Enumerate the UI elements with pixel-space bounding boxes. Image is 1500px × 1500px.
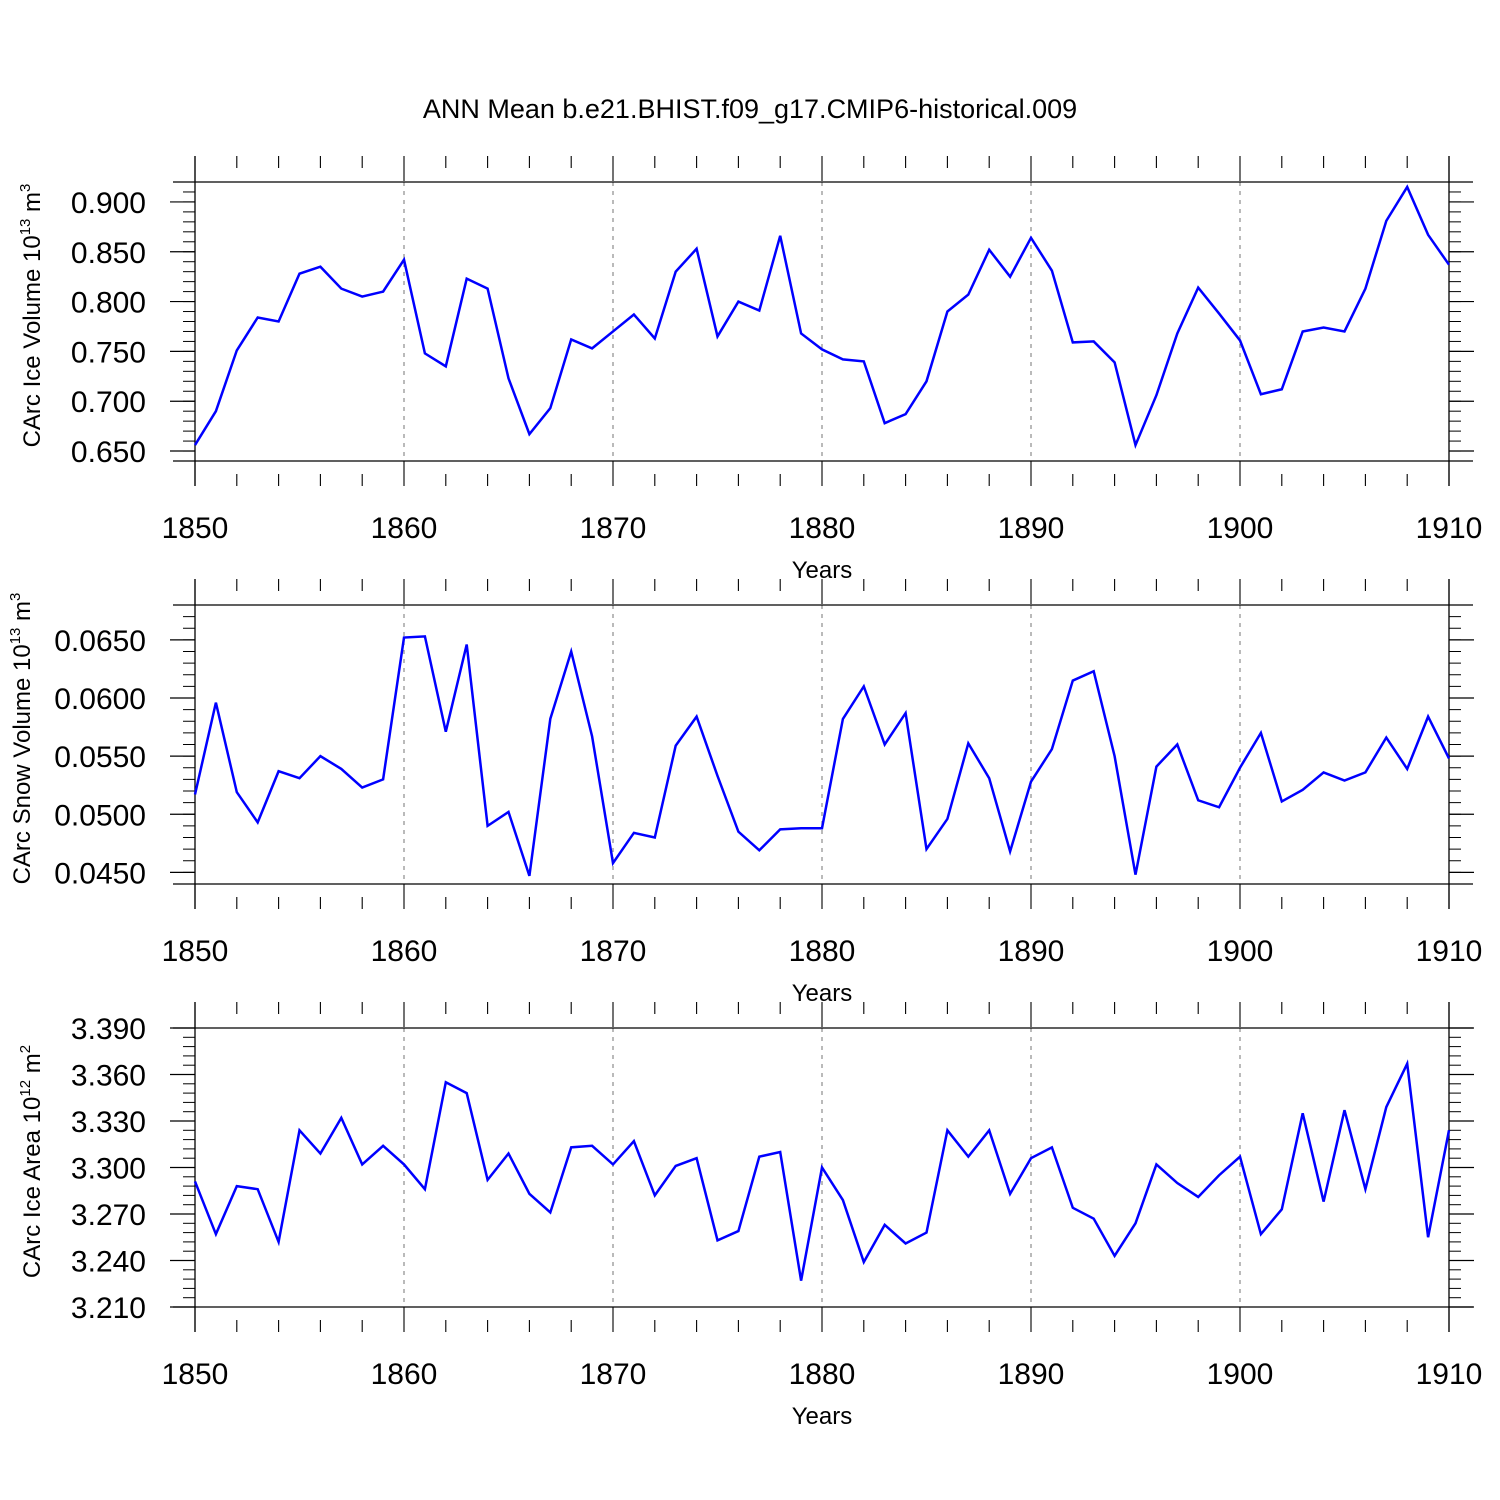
y-axis-title-superscript: 3	[7, 593, 24, 601]
y-tick-label: 0.0450	[54, 857, 146, 890]
y-tick-label: 0.800	[71, 287, 146, 320]
x-tick-label: 1850	[162, 935, 229, 968]
y-tick-label: 0.0650	[54, 625, 146, 658]
y-tick-label: 3.210	[71, 1292, 146, 1325]
chart-panel-3: 3.210 3.240 3.270 3.300 3.330 3.360 3.390 1850 1…	[17, 1002, 1482, 1430]
x-tick-label: 1910	[1416, 935, 1483, 968]
chart-panel-2: 0.0450 0.0500 0.0550 0.0600 0.0650 1850 1860 18…	[7, 579, 1482, 1007]
series-line	[193, 184, 1451, 449]
y-axis-title-part: CArc Snow Volume 10	[9, 644, 36, 884]
y-axis-title-part: m	[19, 192, 46, 219]
y-axis-title-superscript: 13	[17, 219, 34, 236]
y-tick-label: 3.330	[71, 1106, 146, 1139]
y-axis-title-part: CArc Ice Volume 10	[19, 235, 46, 447]
x-axis-title: Years	[792, 1403, 853, 1430]
x-tick-label: 1900	[1207, 935, 1274, 968]
x-tick-label: 1870	[580, 1358, 647, 1391]
y-tick-label: 0.750	[71, 336, 146, 369]
y-axis-title-superscript: 2	[17, 1045, 34, 1053]
y-tick-label: 3.240	[71, 1246, 146, 1279]
y-tick-label: 3.360	[71, 1060, 146, 1093]
x-tick-label: 1880	[789, 1358, 856, 1391]
y-tick-label: 0.0500	[54, 799, 146, 832]
y-axis-title: CArc Snow Volume 1013 m3	[7, 593, 36, 885]
x-tick-label: 1860	[371, 1358, 438, 1391]
chart-panel-1: 0.650 0.700 0.750 0.800 0.850 0.900 1850 1860 18…	[17, 156, 1482, 584]
y-axis-title-part: CArc Ice Area 10	[19, 1097, 46, 1278]
x-tick-label: 1880	[789, 935, 856, 968]
x-tick-label: 1860	[371, 512, 438, 545]
x-tick-label: 1890	[998, 512, 1065, 545]
x-tick-label: 1870	[580, 935, 647, 968]
x-tick-label: 1850	[162, 512, 229, 545]
y-tick-label: 0.700	[71, 386, 146, 419]
x-tick-label: 1900	[1207, 1358, 1274, 1391]
y-tick-label: 0.650	[71, 436, 146, 469]
y-tick-label: 0.900	[71, 187, 146, 220]
y-tick-label: 0.0550	[54, 741, 146, 774]
chart-title: ANN Mean b.e21.BHIST.f09_g17.CMIP6-histo…	[423, 94, 1077, 124]
y-tick-label: 0.0600	[54, 683, 146, 716]
y-axis-title-superscript: 3	[17, 184, 34, 192]
x-tick-label: 1870	[580, 512, 647, 545]
y-tick-label: 3.300	[71, 1153, 146, 1186]
x-tick-label: 1860	[371, 935, 438, 968]
y-axis-title-superscript: 12	[17, 1080, 34, 1097]
x-tick-label: 1900	[1207, 512, 1274, 545]
x-tick-label: 1890	[998, 1358, 1065, 1391]
x-tick-label: 1890	[998, 935, 1065, 968]
y-tick-label: 3.270	[71, 1199, 146, 1232]
y-axis-title-part: m	[9, 601, 36, 628]
x-tick-label: 1850	[162, 1358, 229, 1391]
x-tick-label: 1880	[789, 512, 856, 545]
x-tick-label: 1910	[1416, 1358, 1483, 1391]
y-tick-label: 0.850	[71, 237, 146, 270]
x-tick-label: 1910	[1416, 512, 1483, 545]
y-axis-title-part: m	[19, 1053, 46, 1080]
y-axis-title: CArc Ice Area 1012 m2	[17, 1045, 46, 1278]
y-axis-title-superscript: 13	[7, 628, 24, 645]
series-line	[193, 1059, 1451, 1281]
y-tick-label: 3.390	[71, 1013, 146, 1046]
y-axis-title: CArc Ice Volume 1013 m3	[17, 184, 46, 448]
